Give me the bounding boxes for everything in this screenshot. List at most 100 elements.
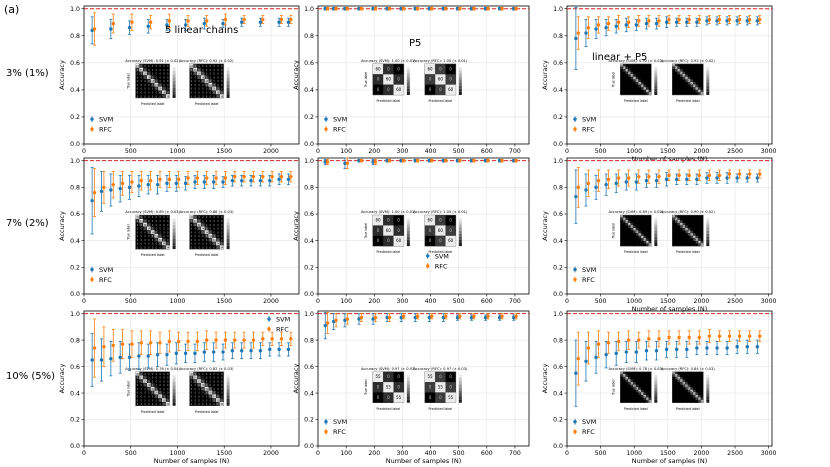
cm-cell xyxy=(216,398,220,402)
cm-cell-value: 0 xyxy=(141,216,143,219)
data-point xyxy=(664,347,669,352)
cm-title: Accuracy (SVM): 1.00 (± 0.01) xyxy=(361,210,416,214)
x-tick-label: 0 xyxy=(316,450,320,457)
cm-cell-value: 0 xyxy=(221,216,223,219)
y-tick-label: 0.0 xyxy=(304,291,314,298)
data-point xyxy=(233,338,237,342)
cm-colorbar-segment xyxy=(172,70,176,75)
cm-colorbar-segment xyxy=(458,384,462,388)
data-point xyxy=(727,334,732,338)
cm-cell-value: 0 xyxy=(206,399,208,402)
cm-cell xyxy=(424,225,436,236)
cm-cell xyxy=(146,379,151,384)
cm-cell-value: 0 xyxy=(210,69,212,72)
cm-cell-value: 0 xyxy=(144,403,146,406)
cm-cell-value: 50 xyxy=(695,88,698,91)
data-point xyxy=(616,20,621,24)
data-point xyxy=(664,177,669,182)
cm-cell xyxy=(648,397,652,401)
cm-cell-value: 50 xyxy=(646,241,649,244)
cm-cell-value: 0 xyxy=(221,377,223,380)
data-point xyxy=(214,338,218,342)
cm-cell-value: 0 xyxy=(221,235,223,238)
cm-cell xyxy=(143,375,147,380)
cm-cell xyxy=(204,75,209,80)
cm-cell-value: 0 xyxy=(167,73,169,76)
cm-cell xyxy=(635,384,639,388)
cm-cell-value: 0 xyxy=(163,80,165,83)
cm-cell xyxy=(628,222,631,226)
cm-cell-value: 0 xyxy=(144,392,146,395)
cm-colorbar-segment xyxy=(406,377,410,382)
cm-cell-value: 40 xyxy=(641,393,644,396)
cm-cell xyxy=(635,82,639,85)
cm-cell xyxy=(630,76,634,80)
data-point xyxy=(697,17,701,22)
cm-cell xyxy=(625,71,629,75)
cm-cell xyxy=(690,230,693,234)
cm-colorbar-segment xyxy=(458,377,462,382)
cm-cell-value: 0 xyxy=(144,220,146,223)
data-point xyxy=(357,158,361,163)
cm-cell-value: 0 xyxy=(217,377,219,380)
cm-cell xyxy=(643,87,647,90)
data-point xyxy=(90,198,94,203)
cm-cell-value: 34 xyxy=(205,231,208,234)
data-point xyxy=(148,20,153,24)
cm-colorbar-segment xyxy=(654,224,658,228)
cm-cell xyxy=(643,238,647,241)
cm-colorbar-segment xyxy=(172,385,176,389)
cm-cell xyxy=(640,395,644,398)
cm-colorbar-segment xyxy=(406,221,410,225)
data-point xyxy=(430,7,434,11)
cm-cell-value: 0 xyxy=(397,228,400,233)
cm-cell-value: 0 xyxy=(152,228,154,231)
cm-cell-value: 0 xyxy=(387,87,390,92)
cm-cell xyxy=(692,238,696,241)
cm-cell xyxy=(193,67,198,72)
data-point xyxy=(717,334,722,338)
series-svm xyxy=(90,333,291,387)
cm-cell xyxy=(372,63,384,75)
cm-colorbar-segment xyxy=(706,82,710,86)
data-point xyxy=(223,176,228,180)
cm-cell-value: 0 xyxy=(152,380,154,383)
cm-colorbar-segment xyxy=(226,232,230,236)
cm-cell xyxy=(216,401,220,406)
cm-cell-value: 0 xyxy=(152,65,154,68)
cm-cell-value: 0 xyxy=(137,239,139,242)
data-point xyxy=(458,314,462,318)
cm-cell-value: 50 xyxy=(680,223,683,226)
data-point xyxy=(675,20,679,24)
cm-cell-value: 0 xyxy=(387,217,390,222)
data-point xyxy=(687,173,691,178)
cm-cell-value: 0 xyxy=(439,238,442,243)
cm-colorbar-segment xyxy=(226,378,230,382)
cm-cell xyxy=(146,226,151,231)
y-tick-label: 0.6 xyxy=(304,60,314,67)
cm-cell-value: 0 xyxy=(141,243,143,246)
cm-cell-value: 0 xyxy=(137,396,139,399)
cm-cell xyxy=(216,86,220,91)
cm-cell-value: 0 xyxy=(137,69,139,72)
data-point xyxy=(261,17,265,22)
cm-cell xyxy=(154,230,159,235)
cm-cell-value: 0 xyxy=(148,80,150,83)
cm-cell-value: 50 xyxy=(625,70,628,73)
data-point xyxy=(195,176,200,180)
cm-cell xyxy=(625,222,629,226)
cm-cell-value: 0 xyxy=(144,65,146,68)
data-point xyxy=(277,347,281,352)
cm-colorbar-segment xyxy=(406,70,410,74)
cm-cell-value: 0 xyxy=(213,95,215,98)
cm-colorbar-segment xyxy=(458,67,462,71)
cm-cell-value: 18 xyxy=(194,69,197,72)
cm-colorbar-segment xyxy=(458,224,462,228)
cm-cell-value: 0 xyxy=(163,73,165,76)
cm-cell-value: 0 xyxy=(167,220,169,223)
cm-cell-value: 0 xyxy=(377,384,380,389)
cm-ylabel: True label xyxy=(364,72,368,89)
